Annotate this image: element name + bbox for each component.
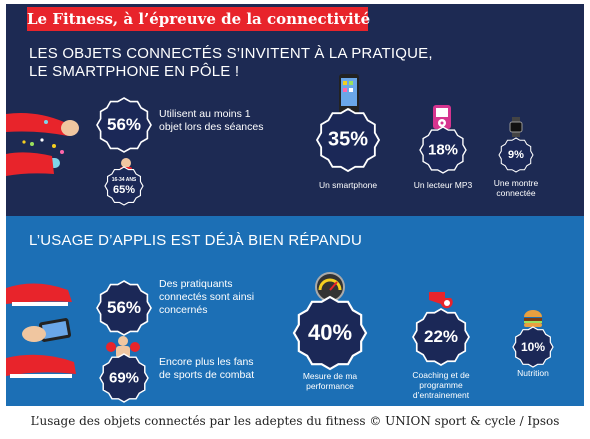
section-connected-objects: Le Fitness, à l’épreuve de la connectivi… xyxy=(6,4,584,216)
app-label-line2: programme xyxy=(419,380,463,390)
app-label-line1: Mesure de ma xyxy=(302,371,358,381)
section1-headline-line2: LE SMARTPHONE EN PÔLE ! xyxy=(29,63,240,80)
app-label-nutrition: Nutrition xyxy=(503,368,563,378)
app-stat1-description: Des pratiquants connectés sont ainsi con… xyxy=(159,278,254,317)
stat1-text-line1: Des pratiquants xyxy=(159,278,233,290)
device-label-line1: Un smartphone xyxy=(318,180,378,190)
app-stat-badge-2: 69% xyxy=(99,353,149,403)
device-value: 35% xyxy=(327,128,369,151)
app-value: 22% xyxy=(423,327,459,346)
device-badge-smartphone: 35% xyxy=(315,107,381,173)
app-label-line3: d’entrainement xyxy=(412,390,470,400)
app-badge-coaching: 22% xyxy=(412,308,470,366)
device-label-line1: Un lecteur MP3 xyxy=(413,180,473,190)
mp3-player-icon xyxy=(430,105,454,129)
banner-title: Le Fitness, à l’épreuve de la connectivi… xyxy=(27,7,370,31)
app-value: 10% xyxy=(520,340,546,354)
device-badge-smartwatch: 9% xyxy=(498,137,534,173)
device-label-line2: connectée xyxy=(496,188,536,198)
burger-icon xyxy=(523,310,543,328)
device-label-mp3: Un lecteur MP3 xyxy=(404,180,482,190)
main-stat-text-line1: Utilisent au moins 1 xyxy=(159,108,251,120)
image-caption: L’usage des objets connectés par les ade… xyxy=(30,414,560,428)
section-apps: L’USAGE D’APPLIS EST DÉJÀ BIEN RÉPANDU 5… xyxy=(6,216,584,406)
section2-headline: L’USAGE D’APPLIS EST DÉJÀ BIEN RÉPANDU xyxy=(29,232,362,249)
device-badge-mp3: 18% xyxy=(419,126,467,174)
age-badge: 16-34 ANS 65% xyxy=(104,166,144,206)
app-label-performance: Mesure de ma performance xyxy=(290,371,370,391)
app-badge-nutrition: 10% xyxy=(512,326,554,368)
smartphone-icon xyxy=(338,74,360,114)
wrist-tracker-illustration-icon xyxy=(6,96,96,186)
infographic: Le Fitness, à l’épreuve de la connectivi… xyxy=(6,4,584,406)
main-stat-description: Utilisent au moins 1 objet lors des séan… xyxy=(159,108,263,134)
device-label-smartphone: Un smartphone xyxy=(308,180,388,190)
whistle-icon xyxy=(427,286,457,310)
app-value: 40% xyxy=(307,320,353,345)
smartwatch-icon xyxy=(509,117,523,137)
age-value: 65% xyxy=(112,184,136,196)
app-label-line2: performance xyxy=(306,381,354,391)
stat-value: 56% xyxy=(106,298,142,317)
app-badge-performance: 40% xyxy=(292,295,368,371)
shoes-phone-illustration-icon xyxy=(6,268,98,388)
stat-value: 56% xyxy=(106,115,142,134)
stat-badge-main: 56% xyxy=(96,97,152,153)
device-value: 9% xyxy=(508,149,524,161)
stat1-text-line2: connectés sont ainsi xyxy=(159,291,255,303)
age-label: 16-34 ANS xyxy=(111,177,137,183)
stat2-text-line2: de sports de combat xyxy=(159,369,255,381)
main-stat-text-line2: objet lors des séances xyxy=(159,121,264,133)
app-stat-badge-1: 56% xyxy=(96,280,152,336)
section1-headline-line1: LES OBJETS CONNECTÉS S’INVITENT À LA PRA… xyxy=(29,45,433,62)
device-label-smartwatch: Une montre connectée xyxy=(482,178,550,198)
app-label-coaching: Coaching et de programme d’entrainement xyxy=(401,370,481,400)
stat1-text-line3: concernés xyxy=(159,304,208,316)
app-label-line1: Nutrition xyxy=(517,368,549,378)
stat2-text-line1: Encore plus les fans xyxy=(159,356,254,368)
device-label-line1: Une montre xyxy=(493,178,539,188)
stat-value: 69% xyxy=(108,369,140,387)
app-stat2-description: Encore plus les fans de sports de combat xyxy=(159,356,254,382)
device-value: 18% xyxy=(427,141,459,159)
app-label-line1: Coaching et de xyxy=(412,370,470,380)
